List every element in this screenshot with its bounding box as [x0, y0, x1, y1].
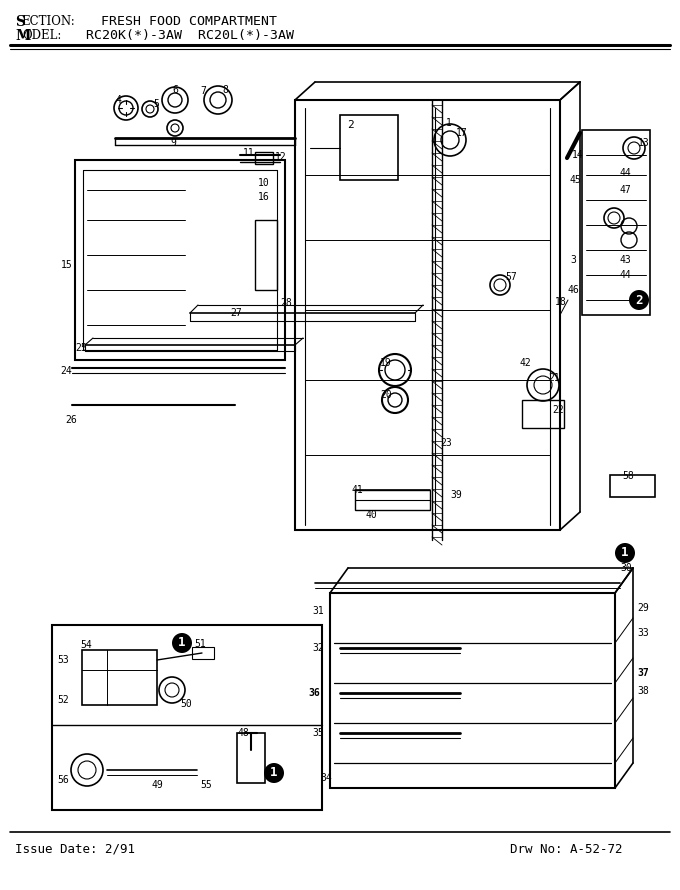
Text: 5: 5 — [153, 99, 159, 109]
Text: 52: 52 — [57, 695, 69, 705]
Text: 23: 23 — [440, 438, 452, 448]
Text: 44: 44 — [620, 168, 632, 178]
Text: 7: 7 — [200, 86, 206, 96]
Circle shape — [264, 763, 284, 783]
Text: 48: 48 — [238, 728, 250, 738]
Text: 43: 43 — [620, 255, 632, 265]
Text: 33: 33 — [637, 628, 649, 638]
Text: 4: 4 — [116, 95, 122, 105]
Text: 1: 1 — [178, 635, 186, 649]
Text: 25: 25 — [75, 343, 87, 353]
Text: 9: 9 — [170, 138, 176, 148]
Bar — [192, 647, 214, 659]
Text: 55: 55 — [200, 780, 211, 790]
Text: 39: 39 — [450, 490, 462, 500]
Text: 58: 58 — [622, 471, 634, 481]
Text: 57: 57 — [505, 272, 517, 282]
Text: 13: 13 — [638, 138, 650, 148]
Text: 19: 19 — [380, 358, 392, 368]
Text: 45: 45 — [570, 175, 582, 185]
Text: 2: 2 — [635, 294, 643, 307]
Bar — [255, 220, 277, 290]
Text: 32: 32 — [312, 643, 324, 653]
Text: S: S — [15, 15, 25, 29]
Text: 40: 40 — [365, 510, 377, 520]
Text: 1: 1 — [621, 546, 628, 559]
Text: ODEL:: ODEL: — [22, 29, 61, 42]
Text: 16: 16 — [258, 192, 270, 202]
Bar — [295, 100, 560, 530]
Bar — [52, 625, 322, 810]
Text: Issue Date: 2/91: Issue Date: 2/91 — [15, 843, 135, 856]
Text: RC20K(*)-3AW  RC20L(*)-3AW: RC20K(*)-3AW RC20L(*)-3AW — [70, 29, 294, 42]
Text: 17: 17 — [456, 128, 468, 138]
Text: 12: 12 — [275, 152, 287, 162]
Text: 14: 14 — [572, 150, 583, 160]
Text: M: M — [15, 29, 31, 43]
Text: 56: 56 — [57, 775, 69, 785]
Text: 29: 29 — [637, 603, 649, 613]
Text: 15: 15 — [61, 260, 73, 270]
Text: 54: 54 — [80, 640, 92, 650]
Circle shape — [629, 290, 649, 310]
Text: 8: 8 — [222, 85, 228, 95]
Circle shape — [615, 543, 635, 563]
Text: 18: 18 — [555, 297, 566, 307]
Text: 1: 1 — [270, 765, 277, 779]
Circle shape — [172, 633, 192, 653]
Bar — [255, 152, 273, 164]
Text: 30: 30 — [620, 563, 632, 573]
Text: 36: 36 — [308, 688, 320, 698]
Text: FRESH FOOD COMPARTMENT: FRESH FOOD COMPARTMENT — [85, 15, 277, 28]
Text: Drw No: A-52-72: Drw No: A-52-72 — [510, 843, 622, 856]
Text: 28: 28 — [280, 298, 292, 308]
Text: 27: 27 — [230, 308, 242, 318]
Text: 20: 20 — [380, 390, 392, 400]
Text: 10: 10 — [258, 178, 270, 188]
Bar — [355, 490, 430, 510]
Bar — [582, 130, 650, 315]
Text: 41: 41 — [352, 485, 364, 495]
Text: 24: 24 — [60, 366, 72, 376]
Text: 50: 50 — [180, 699, 192, 709]
Text: 44: 44 — [620, 270, 632, 280]
Text: 35: 35 — [312, 728, 324, 738]
Text: 26: 26 — [65, 415, 77, 425]
Text: 46: 46 — [568, 285, 580, 295]
Text: ECTION:: ECTION: — [21, 15, 75, 28]
Bar — [237, 733, 265, 783]
Text: 47: 47 — [620, 185, 632, 195]
Bar — [75, 160, 285, 360]
Bar — [82, 650, 157, 705]
Text: 3: 3 — [570, 255, 576, 265]
Text: 2: 2 — [347, 120, 354, 130]
Bar — [340, 115, 398, 180]
Text: 11: 11 — [243, 148, 255, 158]
Text: 38: 38 — [637, 686, 649, 696]
Bar — [330, 593, 615, 788]
Text: 6: 6 — [172, 85, 178, 95]
Text: 53: 53 — [57, 655, 69, 665]
Bar — [522, 400, 564, 428]
Text: 34: 34 — [320, 773, 332, 783]
Text: 1: 1 — [446, 118, 452, 128]
Text: 22: 22 — [552, 405, 564, 415]
Text: 37: 37 — [637, 668, 649, 678]
Text: 31: 31 — [312, 606, 324, 616]
Bar — [610, 475, 655, 497]
Text: 42: 42 — [520, 358, 532, 368]
Text: 49: 49 — [152, 780, 164, 790]
Text: 51: 51 — [194, 639, 206, 649]
Text: 21: 21 — [548, 373, 560, 383]
